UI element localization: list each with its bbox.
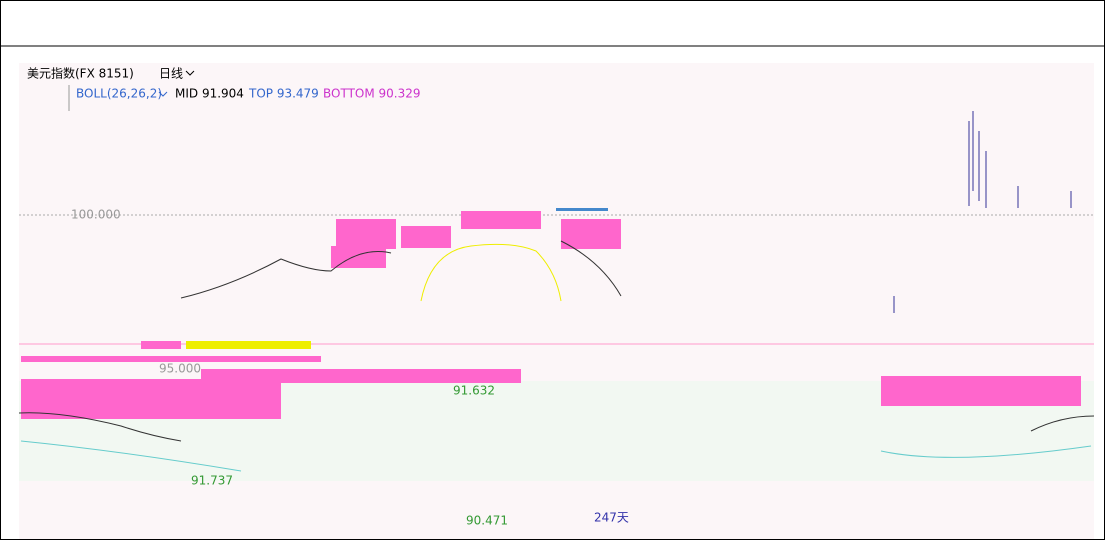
price-label: 95.000	[159, 362, 201, 376]
marker	[556, 208, 608, 211]
span-label: 247天	[594, 511, 629, 525]
curve	[420, 243, 562, 302]
glitch-blocks	[21, 211, 1081, 419]
boll-band	[20, 440, 1092, 472]
indicator-bottom: BOTTOM 90.329	[323, 87, 421, 101]
indicator-name[interactable]: BOLL(26,26,2)	[76, 87, 162, 101]
indicator-top: TOP 93.479	[248, 87, 319, 101]
price-label: 91.632	[453, 384, 495, 398]
price-label: 90.471	[466, 514, 508, 528]
price-label: 91.737	[191, 474, 233, 488]
boll-mid	[18, 412, 1095, 442]
period[interactable]: 日线	[159, 67, 183, 81]
price-label: 100.000	[71, 208, 121, 222]
candles	[893, 111, 1072, 313]
boll-mid	[180, 240, 622, 299]
glitch-block	[186, 341, 311, 349]
indicator-mid: MID 91.904	[175, 87, 244, 101]
dropdown-icon[interactable]	[185, 70, 195, 76]
dropdown-icon[interactable]	[158, 91, 168, 97]
symbol[interactable]: 美元指数(FX 8151)	[27, 66, 134, 81]
